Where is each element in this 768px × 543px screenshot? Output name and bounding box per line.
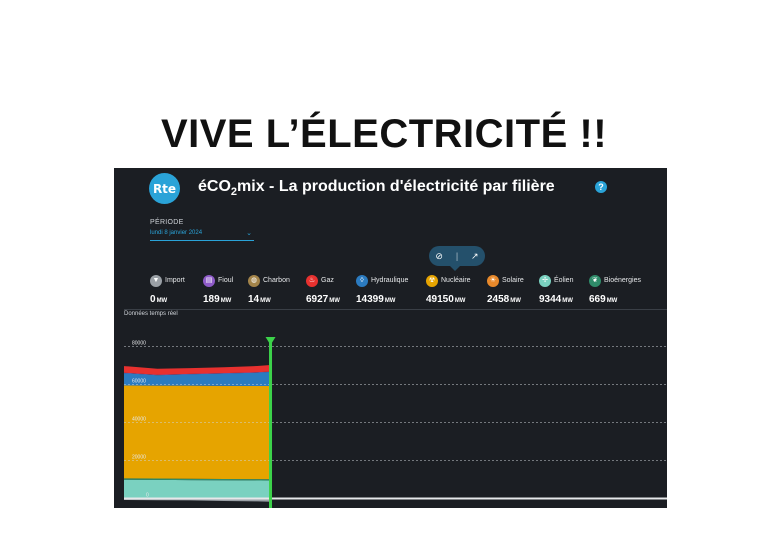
source-value: 14399MW: [356, 294, 408, 305]
source-value: 6927MW: [306, 294, 340, 305]
source-unit: MW: [510, 298, 521, 304]
source-number: 14: [248, 294, 260, 305]
source-unit: MW: [562, 298, 573, 304]
y-tick-label: 60000: [132, 379, 146, 385]
period-label: PÉRIODE: [150, 219, 184, 226]
eye-off-icon[interactable]: ⊘: [435, 250, 443, 261]
gas-icon: ♨: [306, 274, 318, 287]
fuel-icon: ▤: [203, 274, 215, 287]
nuclear-icon: ☢: [426, 274, 438, 287]
source-number: 2458: [487, 294, 510, 305]
coal-icon: ◍: [248, 274, 260, 287]
source-value: 0MW: [150, 294, 185, 305]
source-unit: MW: [384, 298, 396, 304]
trend-icon[interactable]: ↗: [471, 250, 479, 261]
source-name: Nucléaire: [441, 277, 471, 285]
y-tick-label: 80000: [132, 341, 146, 347]
rte-logo: Rte: [149, 173, 180, 204]
toggle-divider: |: [455, 251, 459, 261]
source-name: Charbon: [263, 277, 290, 285]
realtime-label: Données temps réel: [124, 311, 178, 317]
source-number: 0: [150, 294, 156, 305]
toggle-caret: [450, 266, 460, 271]
source-value: 669MW: [589, 294, 641, 305]
source-solaire[interactable]: ☀ Solaire 2458MW: [487, 272, 524, 305]
source-name: Gaz: [321, 277, 334, 285]
source-unit: MW: [156, 298, 168, 304]
source-bioenergies[interactable]: ❦ Bioénergies 669MW: [589, 272, 641, 305]
view-toggle[interactable]: ⊘ | ↗: [429, 246, 485, 266]
sun-icon: ☀: [487, 274, 499, 287]
source-import[interactable]: ▼ Import 0MW: [150, 272, 185, 305]
sources-row: ▼ Import 0MW ▤ Fioul 189MW ◍ Charbon 14MW ♨ Gaz…: [150, 272, 667, 306]
wind-icon: ✢: [539, 274, 551, 287]
source-number: 6927: [306, 294, 329, 305]
source-value: 14MW: [248, 294, 290, 305]
source-name: Bioénergies: [604, 277, 641, 285]
divider: [124, 309, 667, 310]
source-name: Éolien: [554, 277, 574, 285]
source-fioul[interactable]: ▤ Fioul 189MW: [203, 272, 233, 305]
slide-title: VIVE L’ÉLECTRICITÉ !!: [160, 112, 608, 156]
source-value: 9344MW: [539, 294, 573, 305]
source-hydraulique[interactable]: ◊ Hydraulique 14399MW: [356, 272, 408, 305]
source-name: Import: [165, 277, 185, 285]
source-name: Solaire: [502, 277, 524, 285]
app-title: éCO2mix - La production d'électricité pa…: [198, 178, 555, 198]
source-number: 14399: [356, 294, 384, 305]
app-title-sub: 2: [230, 186, 238, 199]
production-chart[interactable]: 80000 60000 40000 20000 0: [124, 337, 667, 508]
chevron-down-icon: ⌄: [246, 230, 252, 237]
source-unit: MW: [220, 298, 232, 304]
period-select[interactable]: lundi 8 janvier 2024 ⌄: [150, 230, 254, 241]
source-charbon[interactable]: ◍ Charbon 14MW: [248, 272, 290, 305]
source-value: 189MW: [203, 294, 233, 305]
y-tick-label: 20000: [132, 455, 146, 461]
source-unit: MW: [606, 298, 618, 304]
period-value: lundi 8 janvier 2024: [150, 230, 203, 236]
import-icon: ▼: [150, 274, 162, 287]
source-number: 9344: [539, 294, 562, 305]
source-unit: MW: [260, 298, 271, 304]
source-name: Fioul: [218, 277, 234, 285]
time-cursor-handle[interactable]: [265, 337, 276, 345]
source-unit: MW: [329, 298, 340, 304]
y-tick-label: 0: [146, 493, 149, 499]
source-name: Hydraulique: [371, 277, 409, 285]
app-title-post: mix - La production d'électricité par fi…: [237, 178, 555, 195]
eco2mix-panel: Rte éCO2mix - La production d'électricit…: [114, 168, 667, 508]
leaf-icon: ❦: [589, 274, 601, 287]
source-unit: MW: [454, 298, 466, 304]
source-number: 189: [203, 294, 220, 305]
app-title-pre: éCO: [198, 178, 231, 195]
source-value: 2458MW: [487, 294, 524, 305]
water-icon: ◊: [356, 274, 368, 287]
source-gaz[interactable]: ♨ Gaz 6927MW: [306, 272, 340, 305]
source-eolien[interactable]: ✢ Éolien 9344MW: [539, 272, 573, 305]
source-value: 49150MW: [426, 294, 471, 305]
y-tick-label: 40000: [132, 417, 146, 423]
source-number: 49150: [426, 294, 454, 305]
help-icon[interactable]: ?: [595, 181, 607, 193]
source-nucleaire[interactable]: ☢ Nucléaire 49150MW: [426, 272, 471, 305]
source-number: 669: [589, 294, 606, 305]
